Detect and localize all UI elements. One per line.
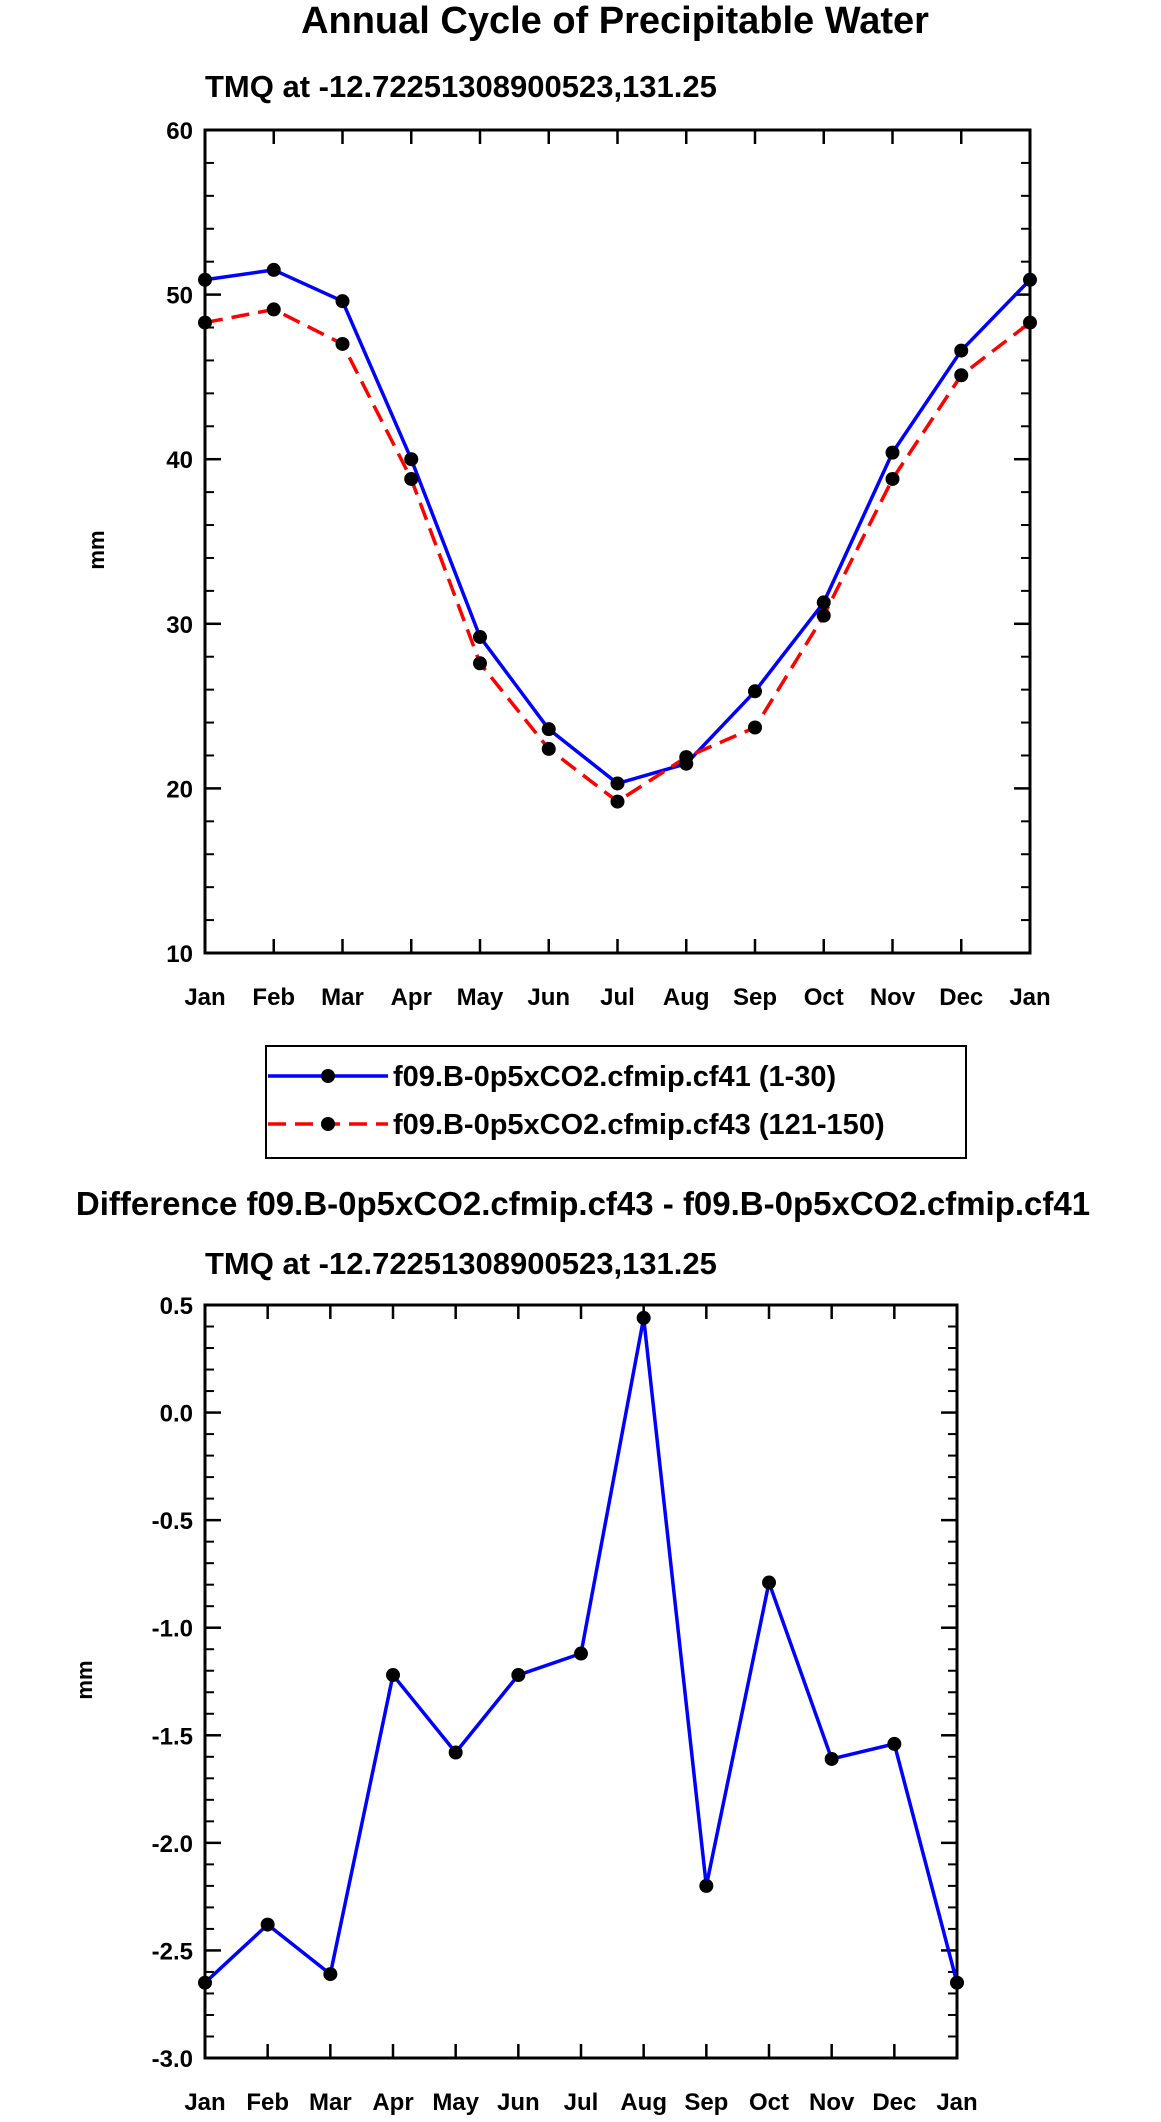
chart1-ytick-label: 10 [166,941,193,968]
chart1-ytick-label: 20 [166,776,193,803]
chart1-series-1-point [748,684,762,699]
chart2-xtick-label: Jan [936,2089,977,2116]
chart1-ylabel: mm [84,530,109,569]
chart2-series-1-point [824,1751,839,1766]
chart2-ytick-label: -2.5 [152,1938,193,1965]
chart2-xtick-label: May [432,2089,479,2116]
chart1-series-1-point [266,262,281,277]
chart2-ytick-label: -0.5 [152,1508,193,1535]
chart1-series-1-point [198,272,212,287]
legend-label-series2: f09.B-0p5xCO2.cfmip.cf43 (121-150) [393,1109,885,1141]
chart2-frame [203,1303,959,2060]
chart1-xtick-label: Jun [527,984,570,1011]
chart1-xtick-label: Dec [939,984,983,1011]
chart2-xtick-label: Jun [497,2089,540,2116]
chart1-ytick-label: 30 [166,612,193,639]
legend-marker-series2 [321,1117,335,1131]
chart2-series-1-point [448,1745,463,1760]
chart1-frame [203,128,1032,955]
chart1-xtick-label: Apr [391,984,432,1011]
chart1-series-1-point [1023,272,1037,287]
chart2-series-1-point [386,1668,400,1683]
chart1-series-2-point [404,471,419,486]
chart2-xtick-label: Apr [372,2089,413,2116]
chart1-xtick-label: Jan [1009,984,1050,1011]
chart2-xtick-label: Dec [872,2089,916,2116]
chart2-ytick-label: -1.5 [152,1723,193,1750]
chart1-series-1-point [816,595,831,610]
legend-box [265,1045,967,1159]
chart1-series-2-point [610,794,625,809]
chart2-xtick-label: Feb [246,2089,289,2116]
chart2-series-1-point [887,1736,902,1751]
chart2-ytick-label: -1.0 [152,1616,193,1643]
chart1-series-1-point [404,452,419,467]
chart2-xtick-label: Oct [749,2089,789,2116]
chart1-series-1-point [954,343,969,358]
chart2-xtick-label: Nov [809,2089,855,2116]
chart2-series-1-point [511,1668,526,1683]
chart1-series-2-point [1023,315,1037,330]
chart1-series-2-point [679,750,694,765]
chart2-series-1-point [198,1975,212,1990]
chart1-series-2-point [816,608,831,623]
chart2-ytick-label: -3.0 [152,2046,193,2073]
chart1-series-2-line [204,307,1032,804]
legend-label-series1: f09.B-0p5xCO2.cfmip.cf41 (1-30) [393,1061,836,1093]
chart1-series-1-point [335,294,350,309]
chart1-xtick-label: Aug [663,984,710,1011]
chart2-ytick-label: -2.0 [152,1831,193,1858]
chart2-ylabel: mm [72,1660,97,1699]
chart1-ytick-label: 50 [166,283,193,310]
legend-marker-series1 [321,1069,335,1083]
chart2-series-1-point [323,1967,338,1982]
chart1-series-2-point [198,315,212,330]
chart1-series-2-point [748,720,762,735]
chart1-series-1-point [541,722,556,737]
chart2-series-1-point [762,1575,776,1590]
chart1-xtick-label: Jul [600,984,635,1011]
chart1-xtick-label: May [457,984,504,1011]
chart2-plot-area: Jan Feb Mar Apr May Jun Jul Aug Sep Oct Nov Dec Jan -… [152,1293,978,2116]
chart1-series-2-point [473,656,487,671]
chart1-xtick-label: Feb [252,984,295,1011]
chart2-subtitle: TMQ at -12.72251308900523,131.25 [205,1246,717,1281]
chart1-series-2-point [266,302,281,317]
chart1-ytick-label: 60 [166,118,193,145]
chart1-xtick-label: Nov [870,984,916,1011]
chart1-series-2-point [885,471,900,486]
chart1-xtick-label: Mar [321,984,364,1011]
chart2-xtick-label: Jan [184,2089,225,2116]
chart1-xtick-label: Oct [804,984,844,1011]
chart1-xtick-label: Jan [184,984,225,1011]
chart2-xtick-label: Mar [309,2089,352,2116]
chart1-series-1-point [885,445,900,460]
chart1-series-1-point [610,776,625,791]
legend: f09.B-0p5xCO2.cfmip.cf41 (1-30) f09.B-0p… [265,1045,967,1159]
chart1-series-1-line [204,268,1032,786]
chart1-title: Annual Cycle of Precipitable Water [301,0,929,42]
chart2-series-1-point [636,1310,651,1325]
chart1-ytick-label: 40 [166,447,193,474]
chart2-series-1-point [574,1646,588,1661]
chart2-xtick-label: Sep [684,2089,728,2116]
chart2-title: Difference f09.B-0p5xCO2.cfmip.cf43 - f0… [76,1185,1090,1222]
chart2-series-1-point [950,1975,964,1990]
chart2-ytick-label: 0.0 [160,1401,193,1428]
chart1-series-2-point [335,336,350,351]
chart2-series-1-point [260,1917,275,1932]
chart2-series-1-point [699,1878,714,1893]
chart1-plot-area: Jan Feb Mar Apr May Jun Jul Aug Sep Oct Nov Dec Jan 1… [166,118,1050,1011]
chart2-xtick-label: Aug [620,2089,667,2116]
chart2-ytick-label: 0.5 [160,1293,193,1320]
chart1-xtick-label: Sep [733,984,777,1011]
chart1-series-2-point [541,741,556,756]
chart1-series-1-point [473,629,487,644]
chart2-xtick-label: Jul [564,2089,599,2116]
chart1-subtitle: TMQ at -12.72251308900523,131.25 [205,69,717,104]
chart1-series-2-point [954,368,969,383]
